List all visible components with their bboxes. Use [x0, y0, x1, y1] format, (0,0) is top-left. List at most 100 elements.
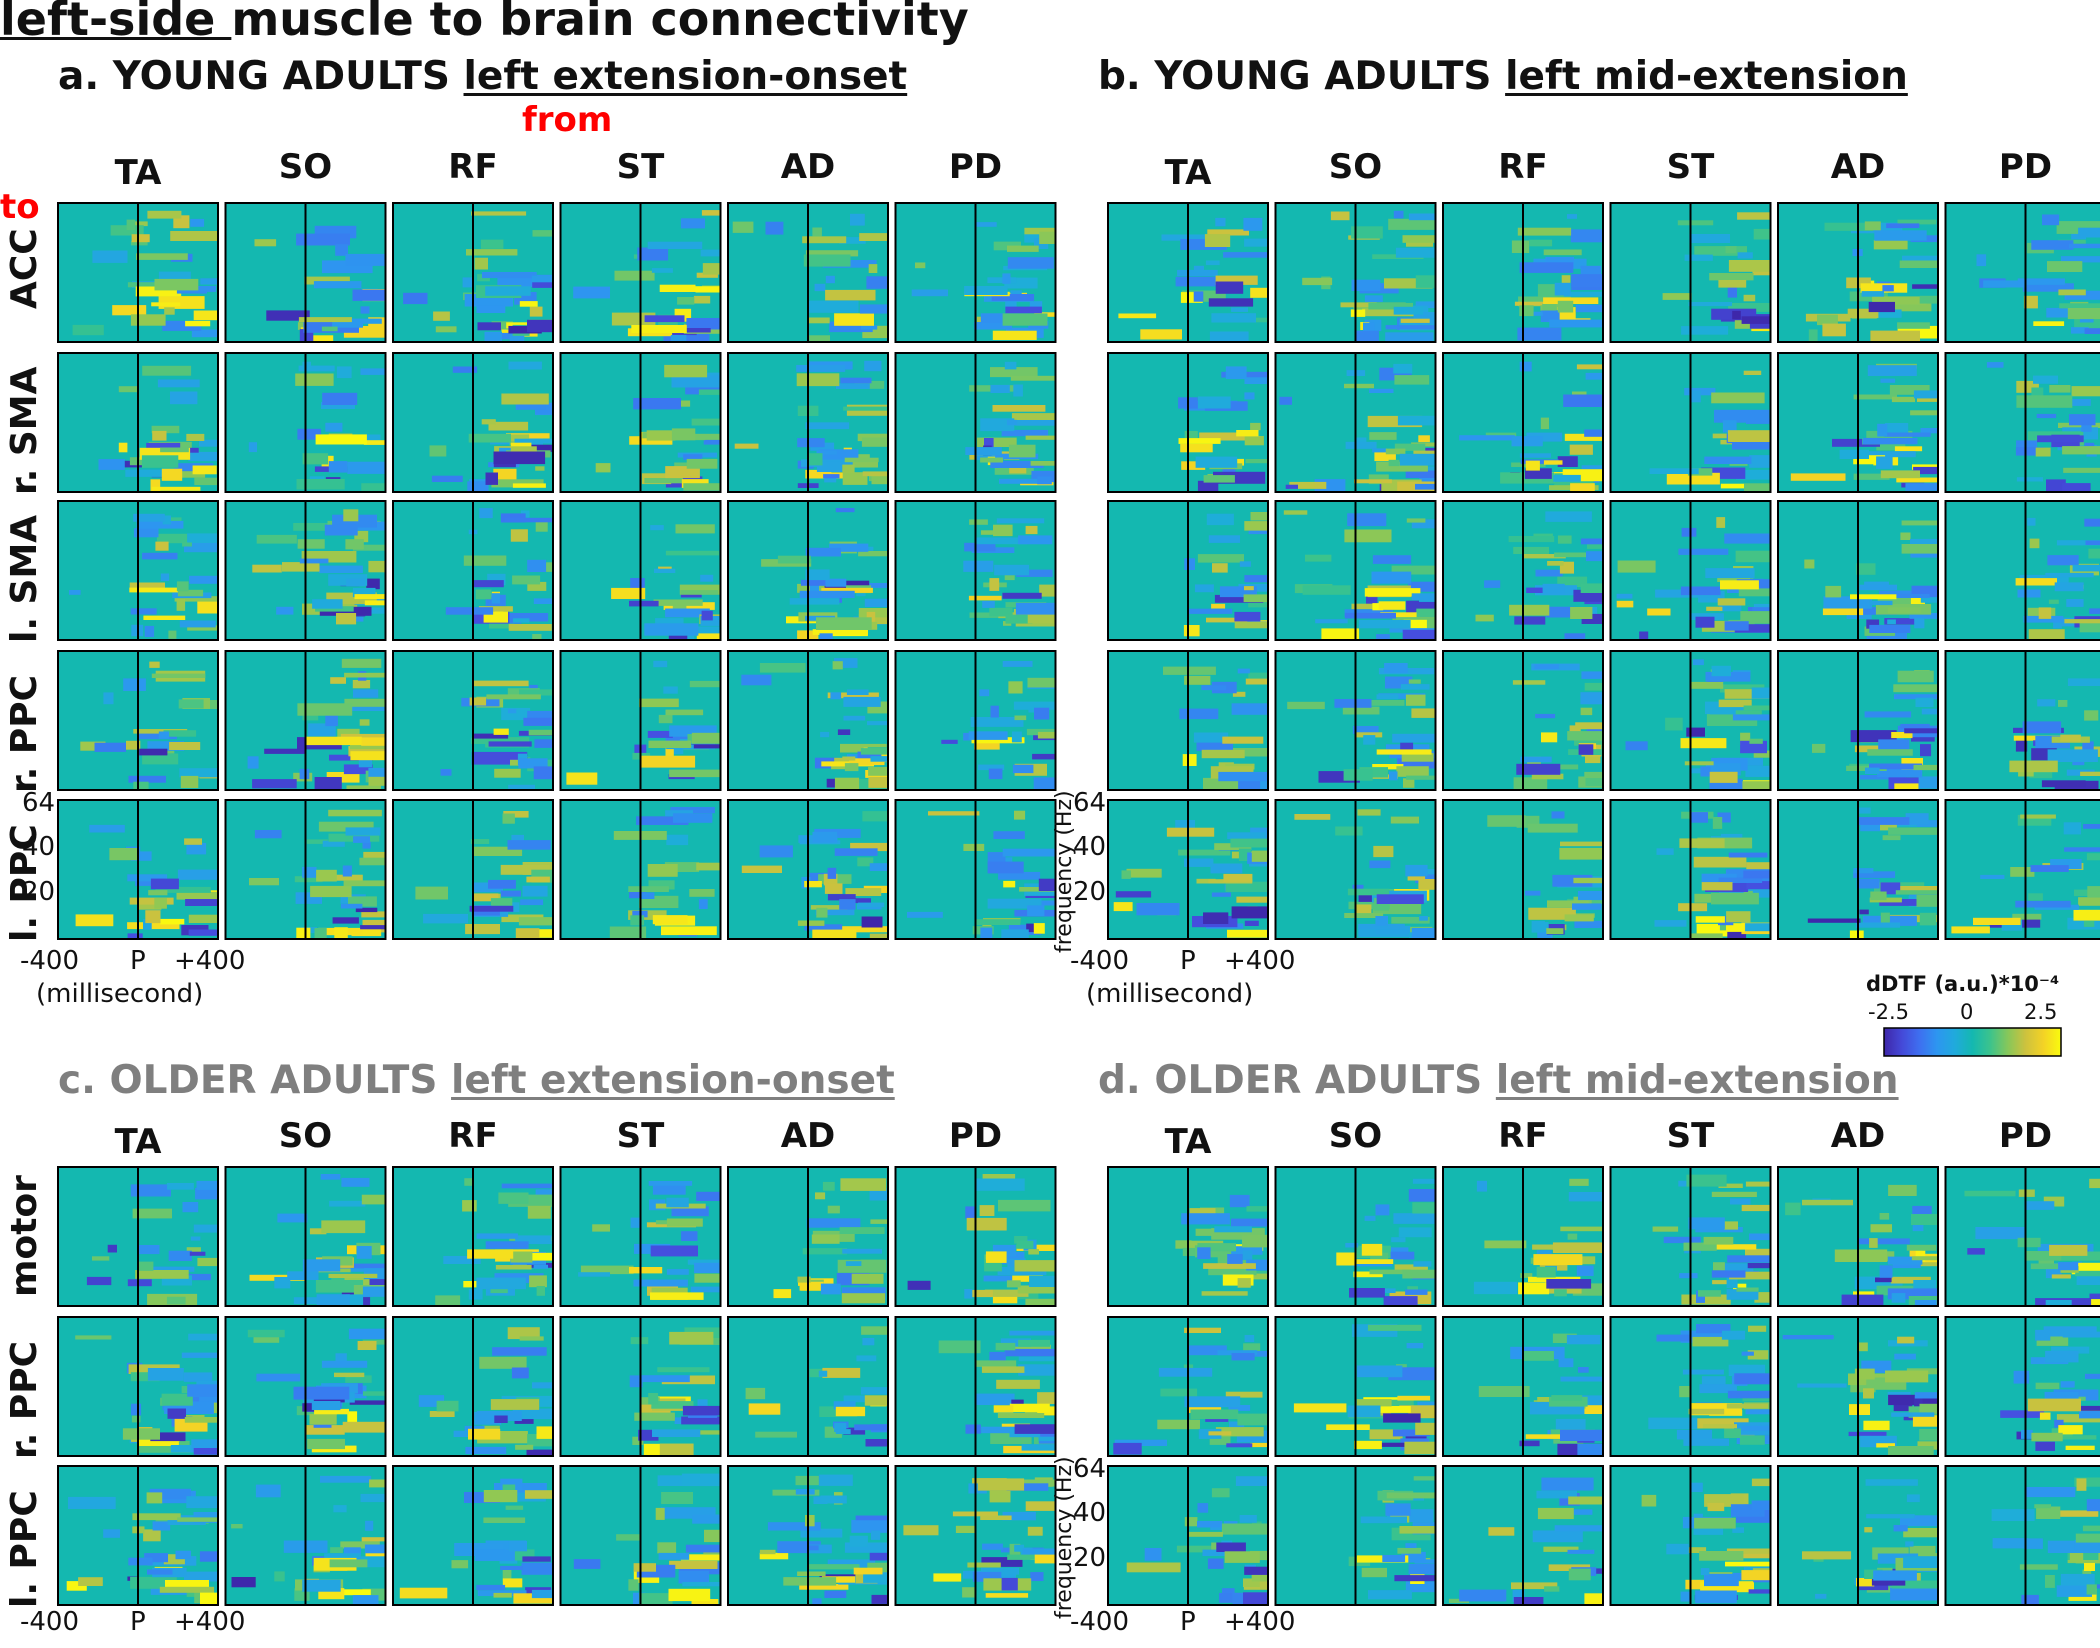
cell-frame: [1944, 1166, 2100, 1307]
heatmap-block: [1235, 1476, 1268, 1486]
heatmap-block: [1246, 1206, 1268, 1212]
heatmap-block: [188, 914, 218, 923]
heatmap-block: [341, 658, 382, 668]
heatmap-block: [1698, 590, 1725, 603]
heatmap-block: [351, 928, 382, 937]
heatmap-block: [1542, 303, 1557, 311]
heatmap-block: [1407, 873, 1426, 881]
heatmap-block: [1180, 239, 1227, 250]
heatmap-block: [1580, 538, 1603, 545]
heatmap-block: [1022, 1548, 1056, 1556]
heatmap-block: [1718, 916, 1734, 926]
heatmap-block: [1625, 741, 1648, 751]
heatmap-block: [2067, 308, 2100, 320]
heatmap-block: [200, 1592, 218, 1605]
heatmap-block: [831, 464, 855, 473]
heatmap-block: [477, 322, 501, 331]
heatmap-block: [1007, 257, 1054, 269]
heatmap-block: [66, 1581, 87, 1591]
heatmap-block: [655, 1507, 665, 1520]
heatmap-block: [965, 1424, 981, 1434]
heatmap-block: [802, 236, 847, 244]
heatmap-block: [1026, 923, 1041, 933]
heatmap-cell: [57, 1316, 219, 1457]
heatmap-cell: [1107, 500, 1269, 641]
cell-frame: [1944, 650, 2100, 791]
heatmap-cell: [1107, 799, 1269, 940]
heatmap-cell: [559, 1465, 722, 1606]
heatmap-block: [652, 1183, 686, 1195]
heatmap-block: [1916, 894, 1938, 907]
heatmap-block: [1677, 220, 1714, 226]
heatmap-block: [1841, 1294, 1884, 1306]
panel-b-ylabel: frequency (Hz): [1052, 790, 1077, 953]
heatmap-block: [138, 1437, 179, 1446]
heatmap-block: [2009, 760, 2058, 773]
heatmap-block: [128, 1557, 153, 1566]
heatmap-block: [999, 478, 1051, 484]
heatmap-block: [867, 1562, 888, 1573]
heatmap-cell: [894, 1166, 1057, 1307]
heatmap-block: [2029, 538, 2040, 549]
heatmap-block: [1903, 1528, 1938, 1538]
heatmap-block: [1900, 723, 1930, 729]
heatmap-block: [1720, 483, 1760, 489]
heatmap-block: [1909, 1258, 1938, 1267]
heatmap-block: [999, 857, 1013, 863]
heatmap-block: [75, 914, 114, 927]
heatmap-block: [1700, 1568, 1710, 1576]
heatmap-block: [1027, 1526, 1043, 1536]
heatmap-block: [1577, 1444, 1603, 1456]
cell-frame: [894, 1166, 1057, 1307]
heatmap-block: [1709, 778, 1743, 790]
heatmap-block: [1347, 513, 1387, 527]
cell-frame: [224, 1465, 387, 1606]
heatmap-block: [1484, 1240, 1527, 1249]
heatmap-block: [1397, 1547, 1422, 1554]
heatmap-block: [2069, 243, 2100, 249]
heatmap-block: [996, 1379, 1040, 1389]
heatmap-block: [1361, 1243, 1383, 1256]
heatmap-block: [476, 1584, 506, 1591]
heatmap-block: [1393, 1213, 1436, 1224]
heatmap-block: [1321, 628, 1360, 640]
heatmap-block: [1405, 1581, 1436, 1593]
heatmap-block: [2036, 413, 2057, 419]
heatmap-block: [808, 1564, 860, 1570]
heatmap-block: [1193, 265, 1204, 273]
heatmap-block: [334, 927, 348, 939]
cell-frame: [1777, 500, 1939, 641]
heatmap-block: [1476, 1180, 1487, 1192]
heatmap-block: [348, 1328, 386, 1340]
heatmap-block: [491, 479, 544, 488]
heatmap-block: [489, 623, 515, 629]
heatmap-block: [1744, 1268, 1754, 1275]
heatmap-block: [1804, 559, 1815, 569]
heatmap-block: [1418, 435, 1430, 443]
heatmap-block: [1980, 874, 2005, 879]
heatmap-block: [302, 453, 329, 465]
heatmap-block: [1405, 470, 1436, 478]
heatmap-block: [864, 1395, 888, 1406]
heatmap-block: [154, 897, 167, 909]
heatmap-block: [369, 1479, 386, 1488]
cell-frame: [1274, 1316, 1437, 1457]
heatmap-block: [815, 1192, 826, 1200]
heatmap-block: [851, 1519, 888, 1533]
heatmap-block: [1688, 613, 1724, 620]
heatmap-block: [1487, 815, 1526, 827]
heatmap-block: [812, 929, 857, 939]
heatmap-block: [532, 230, 553, 237]
heatmap-block: [1029, 1275, 1056, 1287]
heatmap-cell: [1944, 500, 2100, 641]
heatmap-block: [1000, 1338, 1031, 1347]
heatmap-block: [1573, 877, 1603, 884]
cell-frame: [57, 1316, 219, 1457]
heatmap-block: [1021, 1444, 1056, 1451]
heatmap-block: [352, 289, 386, 301]
heatmap-block: [1232, 691, 1246, 697]
heatmap-block: [301, 551, 357, 563]
heatmap-block: [1210, 863, 1243, 874]
cell-frame: [1274, 352, 1437, 493]
heatmap-block: [1888, 1184, 1917, 1196]
